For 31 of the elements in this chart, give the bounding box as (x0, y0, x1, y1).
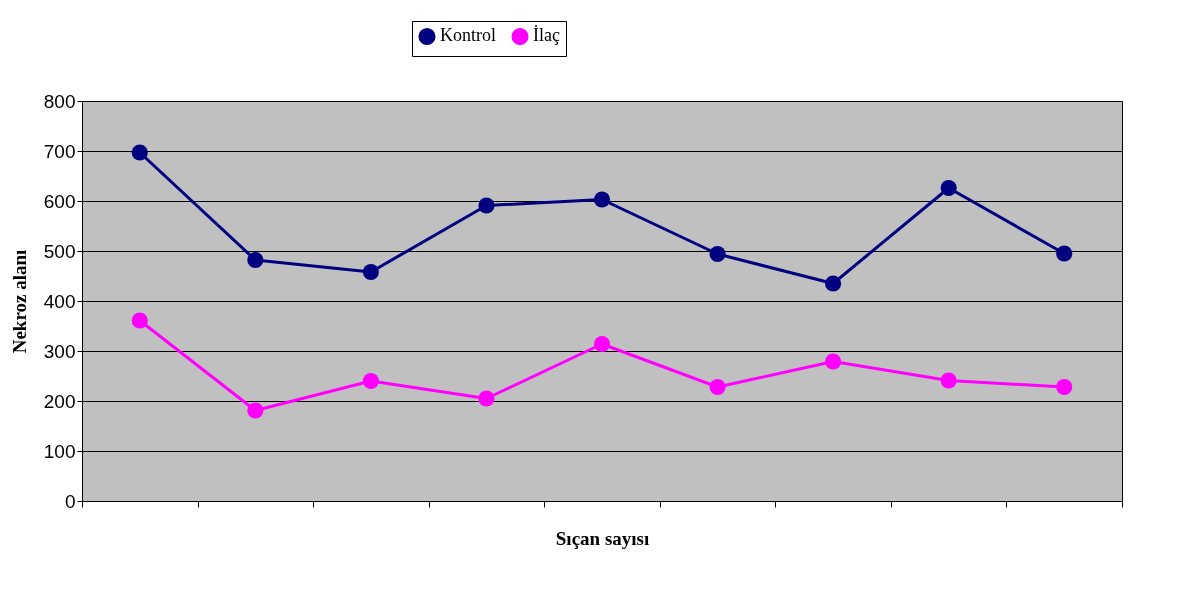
y-tick-label: 200 (43, 390, 76, 412)
point (709, 378, 726, 396)
point (478, 197, 495, 214)
point (247, 402, 264, 419)
y-tick-label: 600 (43, 190, 76, 212)
y-tick-label: 0 (64, 490, 76, 512)
point (478, 390, 495, 407)
legend-label: Kontrol (440, 25, 496, 46)
point (825, 275, 842, 292)
point (131, 144, 148, 161)
x-axis-title: Sıçan sayısı (555, 528, 650, 549)
point (593, 335, 611, 353)
point (1056, 245, 1073, 262)
y-axis-title: Nekroz alanı (8, 249, 30, 354)
point (593, 191, 611, 208)
y-tick-label: 500 (43, 240, 76, 262)
y-tick-label: 700 (43, 140, 76, 162)
point (131, 312, 148, 329)
point (362, 263, 379, 281)
y-tick-label: 300 (43, 340, 76, 362)
point (709, 245, 726, 263)
point (1056, 378, 1073, 396)
y-tick-label: 100 (43, 440, 76, 462)
y-tick-label: 800 (43, 90, 76, 112)
y-tick-label: 400 (43, 290, 76, 312)
point (247, 251, 264, 269)
point (362, 372, 379, 390)
legend-label: İlaç (533, 25, 560, 46)
point (940, 179, 957, 197)
point (940, 372, 957, 389)
point (825, 353, 842, 370)
